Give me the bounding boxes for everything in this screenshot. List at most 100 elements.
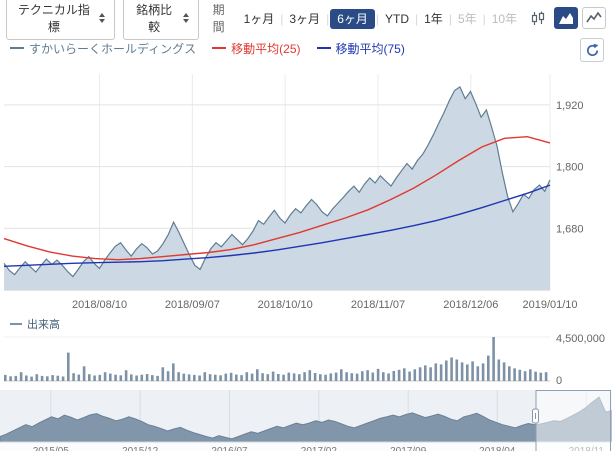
legend-marker xyxy=(212,47,227,49)
volume-bar xyxy=(361,371,364,381)
volume-bar xyxy=(471,361,474,381)
sort-arrows-icon xyxy=(182,13,189,23)
period-button[interactable]: 6ヶ月 xyxy=(330,8,375,29)
volume-bar xyxy=(277,374,280,381)
chart-legend: すかいらーくホールディングス 移動平均(25) 移動平均(75) xyxy=(0,33,612,64)
volume-bar xyxy=(408,371,411,381)
x-axis-label: 2018/11/07 xyxy=(351,299,405,311)
x-axis-label: 2018/09/07 xyxy=(165,299,220,311)
volume-bar xyxy=(434,363,438,381)
volume-bar xyxy=(4,374,7,381)
volume-bar xyxy=(240,375,243,381)
volume-bar xyxy=(303,372,306,381)
volume-bar xyxy=(266,374,270,381)
legend-items: すかいらーくホールディングス 移動平均(25) 移動平均(75) xyxy=(10,38,421,57)
refresh-button[interactable] xyxy=(580,38,604,62)
y-axis-label: 1,920 xyxy=(556,100,584,112)
volume-bar xyxy=(130,374,133,381)
volume-bar xyxy=(250,373,254,381)
volume-bar xyxy=(156,375,159,381)
volume-bar xyxy=(56,375,60,381)
period-selector: 1ヶ月 | 3ヶ月 | 6ヶ月 | YTD | 1年 | 5年 | 10年 xyxy=(239,8,523,29)
period-button[interactable]: 1年 xyxy=(424,11,443,26)
candlestick-chart-icon xyxy=(531,11,545,25)
volume-bar xyxy=(371,372,375,381)
area-chart-button[interactable] xyxy=(554,7,579,29)
volume-bar xyxy=(93,375,96,381)
volume-bar xyxy=(88,374,91,381)
legend-label: すかいらーくホールディングス xyxy=(29,41,197,56)
volume-bar xyxy=(287,372,291,381)
volume-axis-label: 4,500,000 xyxy=(556,333,605,345)
volume-bar xyxy=(513,368,516,381)
volume-bar xyxy=(35,374,39,381)
volume-bar xyxy=(14,375,18,381)
y-axis-label: 1,800 xyxy=(556,162,584,174)
volume-bar xyxy=(261,373,264,381)
volume-bar xyxy=(445,360,448,381)
volume-bar xyxy=(355,373,359,381)
sort-arrows-icon xyxy=(98,13,105,23)
period-separator: | xyxy=(448,11,452,26)
technical-indicator-dropdown[interactable]: テクニカル指標 xyxy=(6,0,115,40)
x-axis-label: 2018/08/10 xyxy=(72,299,127,311)
navigator-selection-border xyxy=(535,390,611,451)
volume-bar xyxy=(376,368,380,381)
volume-bar xyxy=(182,373,186,381)
navigator-selection[interactable] xyxy=(535,390,612,451)
volume-bar xyxy=(481,363,485,381)
volume-bar xyxy=(455,359,459,381)
navigator-axis-label: 2016/07 xyxy=(211,446,248,451)
volume-bar xyxy=(214,374,217,381)
volume-bar xyxy=(429,367,432,381)
volume-bar xyxy=(523,371,527,381)
volume-chart[interactable]: 4,500,000 0 xyxy=(0,331,612,387)
volume-bar xyxy=(366,370,369,381)
range-navigator[interactable]: 2015/05 2015/12 2016/07 2017/02 2017/09 2018/… xyxy=(0,390,612,451)
volume-bar xyxy=(382,372,385,381)
volume-bar xyxy=(424,365,427,381)
volume-bar xyxy=(282,374,285,381)
volume-bar xyxy=(98,374,102,381)
period-separator: | xyxy=(482,11,486,26)
volume-bar xyxy=(177,372,180,381)
volume-bar xyxy=(403,368,406,381)
x-axis-label: 2019/01/10 xyxy=(522,299,577,311)
period-button: 10年 xyxy=(491,11,518,26)
volume-bar xyxy=(313,373,317,381)
legend-item: すかいらーくホールディングス xyxy=(10,40,196,57)
price-area xyxy=(4,86,550,291)
volume-legend: 出来高 xyxy=(0,315,612,331)
volume-bar xyxy=(109,373,112,381)
volume-bar xyxy=(224,373,228,381)
volume-bar xyxy=(292,373,296,381)
volume-bar xyxy=(61,376,65,381)
volume-bar xyxy=(529,369,532,381)
legend-marker xyxy=(316,47,331,49)
symbol-compare-dropdown[interactable]: 銘柄比較 xyxy=(122,0,199,40)
refresh-icon xyxy=(586,43,598,56)
volume-bar xyxy=(166,371,170,381)
price-chart[interactable]: 2018/08/10 2018/09/07 2018/10/10 2018/11/07… xyxy=(0,64,612,312)
volume-bar xyxy=(350,373,354,381)
volume-bar xyxy=(502,362,506,381)
line-chart-button[interactable] xyxy=(582,7,606,29)
area-chart-icon xyxy=(559,13,574,24)
volume-bar xyxy=(271,371,275,381)
volume-bar xyxy=(518,369,522,381)
volume-bar xyxy=(544,372,548,381)
period-label: 期間 xyxy=(212,3,225,34)
volume-bar xyxy=(324,374,327,381)
x-axis-label: 2018/12/06 xyxy=(443,299,498,311)
volume-bar xyxy=(439,364,443,381)
period-button[interactable]: 3ヶ月 xyxy=(289,11,321,26)
period-button[interactable]: 1ヶ月 xyxy=(243,11,275,26)
volume-bar xyxy=(161,367,165,381)
period-separator: | xyxy=(280,11,284,26)
volume-bar xyxy=(229,372,233,381)
period-button[interactable]: YTD xyxy=(385,11,409,26)
candlestick-chart-button[interactable] xyxy=(526,7,551,29)
period-separator: | xyxy=(375,11,379,26)
volume-bar xyxy=(67,352,70,381)
volume-bar xyxy=(413,369,417,381)
